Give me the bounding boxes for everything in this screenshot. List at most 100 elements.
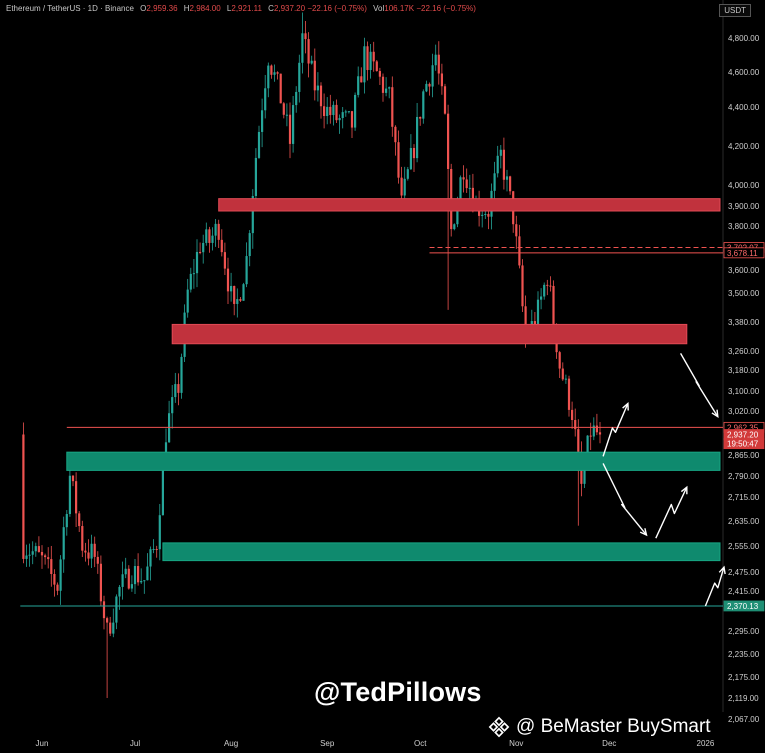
quote-currency-button[interactable]: USDT — [719, 4, 751, 17]
candle-body — [350, 111, 354, 128]
candle-body — [71, 475, 75, 482]
candle-body — [53, 574, 56, 585]
candle-body — [316, 85, 319, 91]
candle-body — [589, 435, 592, 437]
price-label-box — [723, 247, 765, 259]
support-zone[interactable] — [66, 451, 721, 471]
brand-watermark: @ BeMaster BuySmart — [488, 716, 711, 738]
candle-body — [115, 596, 118, 623]
candle-body — [502, 149, 505, 180]
candle-body — [462, 177, 465, 180]
candle-body — [366, 46, 369, 71]
candle-body — [354, 94, 357, 128]
candle-body — [499, 149, 502, 156]
brand-text: @ BeMaster BuySmart — [516, 716, 711, 737]
candle-body — [521, 265, 524, 307]
candle-body — [326, 106, 329, 117]
candle-body — [465, 179, 468, 189]
volume-value: 106.17K — [384, 4, 415, 13]
resistance-zone[interactable] — [171, 323, 688, 345]
candle-body — [245, 256, 248, 285]
candle-body — [319, 85, 323, 107]
candle-body — [385, 88, 388, 93]
y-tick-label: 3,500.00 — [728, 289, 760, 298]
candle-body — [230, 285, 233, 292]
candle-body — [357, 76, 360, 95]
candle-body — [186, 289, 189, 313]
candle-body — [62, 527, 65, 560]
x-tick-label: Jun — [36, 739, 49, 748]
candle-body — [242, 284, 245, 301]
low-value: 2,921.11 — [231, 4, 262, 13]
arrow-head — [711, 409, 719, 419]
candle-body — [112, 622, 115, 634]
candle-body — [378, 71, 381, 77]
candle-body — [437, 54, 440, 74]
candle-body — [540, 296, 543, 300]
candle-body — [341, 112, 344, 119]
candle-body — [257, 131, 261, 158]
candle-body — [546, 284, 549, 286]
candle-body — [394, 126, 397, 143]
candle-body — [468, 187, 471, 189]
candle-body — [75, 481, 78, 514]
candle-body — [177, 384, 180, 393]
low-label: L — [226, 4, 232, 13]
chart-header: Ethereum / TetherUS · 1D · Binance O2,95… — [6, 4, 476, 13]
candle-body — [192, 273, 195, 275]
candle-body — [208, 229, 211, 243]
candle-body — [592, 425, 595, 437]
candle-body — [363, 46, 366, 83]
candle-body — [536, 299, 540, 327]
y-tick-label: 3,020.00 — [728, 407, 760, 416]
candle-body — [140, 580, 143, 583]
volume-change: −22.16 (−0.75%) — [416, 4, 476, 13]
price-label: 2,937.20 — [727, 431, 759, 440]
candle-body — [161, 460, 164, 516]
candle-body — [248, 233, 251, 257]
candle-body — [459, 177, 462, 202]
candle-body — [391, 87, 394, 127]
arrow-head — [680, 485, 688, 495]
candle-body — [571, 409, 574, 421]
y-tick-label: 2,865.00 — [728, 451, 760, 460]
candle-body — [28, 554, 31, 556]
candle-body — [388, 87, 391, 89]
candle-body — [310, 60, 313, 64]
y-tick-label: 2,175.00 — [728, 673, 760, 682]
candle-body — [360, 76, 363, 83]
x-tick-label: Jul — [130, 739, 140, 748]
candle-body — [130, 584, 133, 589]
candle-body — [543, 284, 546, 297]
candle-body — [505, 176, 509, 180]
candle-body — [443, 86, 447, 114]
y-tick-label: 2,235.00 — [728, 650, 760, 659]
support-zone[interactable] — [162, 542, 721, 562]
candle-body — [403, 178, 406, 196]
candle-body — [121, 574, 124, 587]
candle-body — [434, 54, 437, 66]
candle-body — [533, 321, 536, 327]
candle-body — [279, 73, 282, 104]
candle-body — [335, 104, 338, 121]
candle-body — [406, 169, 409, 179]
resistance-zone[interactable] — [218, 198, 721, 212]
candle-body — [102, 601, 106, 619]
candle-body — [419, 116, 422, 119]
candle-body — [233, 285, 236, 304]
candle-body — [223, 252, 226, 269]
price-label: 3,678.11 — [727, 249, 758, 258]
candle-body — [347, 111, 350, 113]
candle-body — [481, 214, 484, 216]
y-tick-label: 3,380.00 — [728, 318, 760, 327]
candle-body — [87, 552, 90, 559]
candle-body — [577, 429, 580, 452]
candle-body — [174, 384, 177, 398]
candle-body — [409, 147, 412, 170]
candle-body — [292, 105, 295, 144]
candle-body — [149, 549, 152, 567]
candle-body — [496, 155, 499, 174]
candle-body — [595, 425, 598, 433]
candle-body — [267, 65, 270, 89]
